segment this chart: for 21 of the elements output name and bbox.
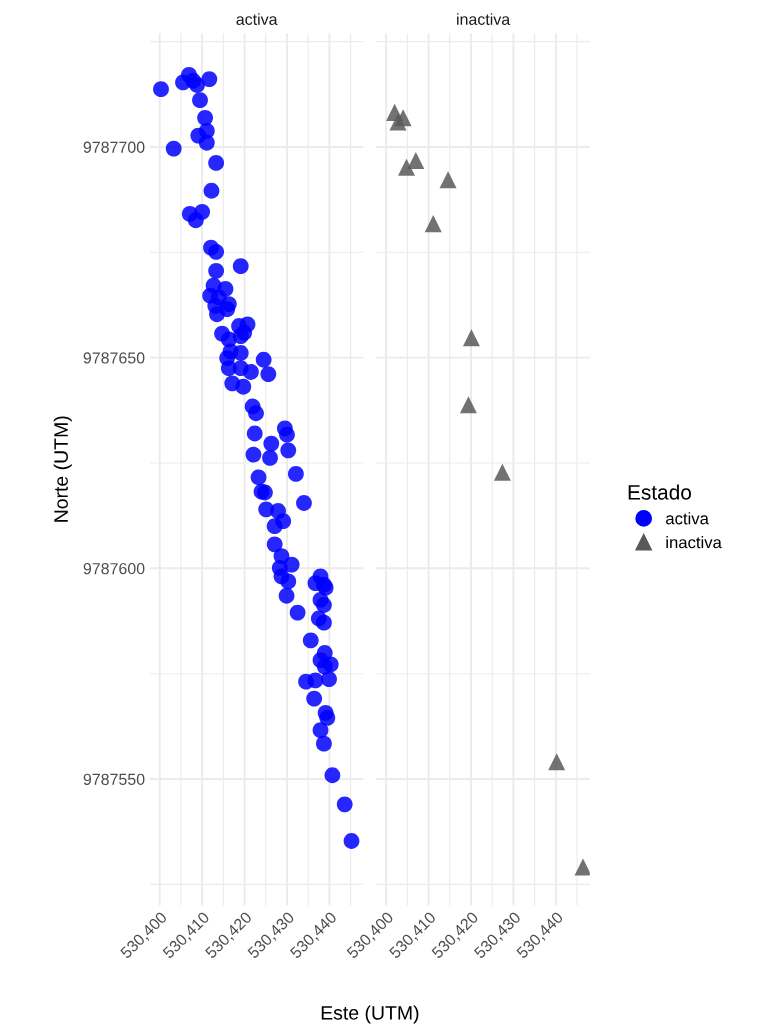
chart-title: inactiva xyxy=(457,13,511,25)
chart-title: activa xyxy=(236,13,278,25)
point xyxy=(548,753,566,771)
y-tick-label: 9787650 xyxy=(83,352,145,364)
y-tick-label: 9787550 xyxy=(83,773,145,785)
y-tick-label: 9787700 xyxy=(83,141,145,153)
point xyxy=(407,151,425,169)
legend-label: inactiva xyxy=(666,536,722,549)
legend-label: activa xyxy=(666,512,709,525)
point xyxy=(439,171,457,189)
point xyxy=(574,858,590,876)
legend-title: Estado xyxy=(628,484,691,500)
point xyxy=(493,463,511,481)
point xyxy=(462,329,480,347)
point xyxy=(459,396,477,414)
point xyxy=(424,215,442,233)
point xyxy=(389,113,407,131)
y-axis-title: Norte (UTM) xyxy=(53,416,72,522)
x-axis-title: Este (UTM) xyxy=(321,1005,419,1024)
point xyxy=(398,158,416,176)
y-tick-label: 9787600 xyxy=(83,562,145,575)
